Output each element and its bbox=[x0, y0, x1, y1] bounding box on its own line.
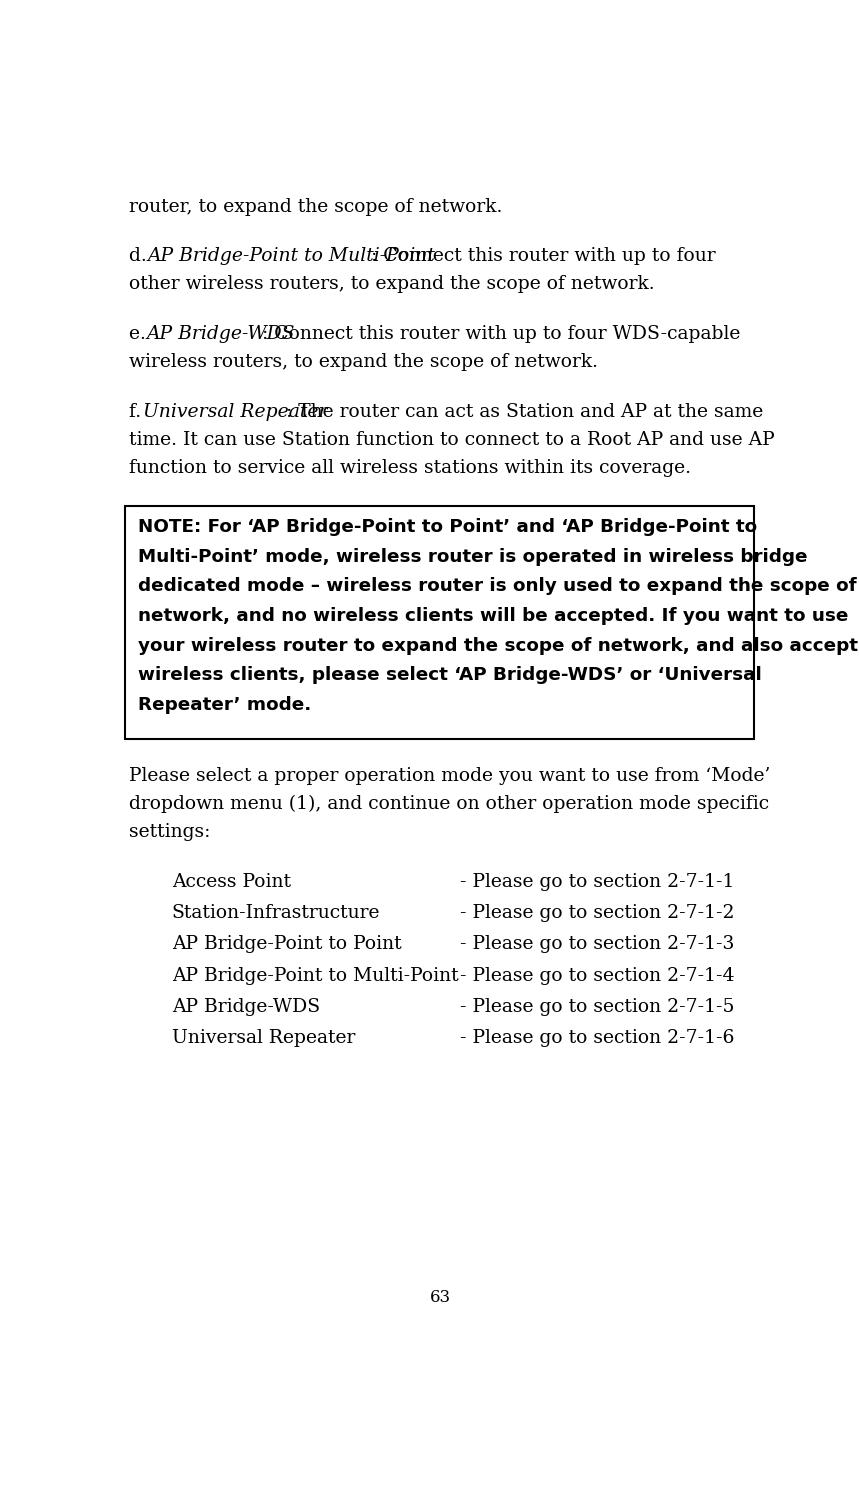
Text: - Please go to section 2-7-1-2: - Please go to section 2-7-1-2 bbox=[460, 904, 734, 922]
Text: - Please go to section 2-7-1-1: - Please go to section 2-7-1-1 bbox=[460, 873, 734, 891]
Text: NOTE: For ‘AP Bridge-Point to Point’ and ‘AP Bridge-Point to: NOTE: For ‘AP Bridge-Point to Point’ and… bbox=[138, 517, 758, 535]
Text: network, and no wireless clients will be accepted. If you want to use: network, and no wireless clients will be… bbox=[138, 607, 849, 625]
Text: time. It can use Station function to connect to a Root AP and use AP: time. It can use Station function to con… bbox=[129, 431, 775, 449]
Text: AP Bridge-WDS: AP Bridge-WDS bbox=[172, 998, 320, 1016]
Text: dedicated mode – wireless router is only used to expand the scope of: dedicated mode – wireless router is only… bbox=[138, 577, 857, 595]
Text: wireless clients, please select ‘AP Bridge-WDS’ or ‘Universal: wireless clients, please select ‘AP Brid… bbox=[138, 666, 762, 684]
Text: router, to expand the scope of network.: router, to expand the scope of network. bbox=[129, 198, 503, 216]
Text: : Connect this router with up to four WDS-capable: : Connect this router with up to four WD… bbox=[262, 326, 740, 343]
Text: - Please go to section 2-7-1-6: - Please go to section 2-7-1-6 bbox=[460, 1029, 734, 1047]
Text: Station-Infrastructure: Station-Infrastructure bbox=[172, 904, 381, 922]
Text: : The router can act as Station and AP at the same: : The router can act as Station and AP a… bbox=[286, 403, 764, 421]
Text: - Please go to section 2-7-1-3: - Please go to section 2-7-1-3 bbox=[460, 935, 734, 953]
Text: wireless routers, to expand the scope of network.: wireless routers, to expand the scope of… bbox=[129, 354, 598, 372]
Text: AP Bridge-Point to Multi-Point: AP Bridge-Point to Multi-Point bbox=[172, 967, 459, 984]
Text: Please select a proper operation mode you want to use from ‘Mode’: Please select a proper operation mode yo… bbox=[129, 767, 771, 785]
Text: AP Bridge-Point to Multi-Point: AP Bridge-Point to Multi-Point bbox=[148, 247, 436, 265]
Text: Multi-Point’ mode, wireless router is operated in wireless bridge: Multi-Point’ mode, wireless router is op… bbox=[138, 547, 807, 565]
Text: Universal Repeater: Universal Repeater bbox=[172, 1029, 355, 1047]
Text: - Please go to section 2-7-1-4: - Please go to section 2-7-1-4 bbox=[460, 967, 734, 984]
Text: dropdown menu (1), and continue on other operation mode specific: dropdown menu (1), and continue on other… bbox=[129, 796, 769, 813]
Text: e.: e. bbox=[129, 326, 152, 343]
Text: Universal Repeater: Universal Repeater bbox=[143, 403, 327, 421]
Text: - Please go to section 2-7-1-5: - Please go to section 2-7-1-5 bbox=[460, 998, 734, 1016]
Text: other wireless routers, to expand the scope of network.: other wireless routers, to expand the sc… bbox=[129, 275, 655, 293]
Text: 63: 63 bbox=[430, 1289, 451, 1307]
Bar bbox=[125, 507, 753, 739]
Text: f.: f. bbox=[129, 403, 147, 421]
Text: function to service all wireless stations within its coverage.: function to service all wireless station… bbox=[129, 459, 691, 477]
Text: settings:: settings: bbox=[129, 824, 210, 842]
Text: d.: d. bbox=[129, 247, 153, 265]
Text: AP Bridge-WDS: AP Bridge-WDS bbox=[147, 326, 295, 343]
Text: Access Point: Access Point bbox=[172, 873, 290, 891]
Text: Repeater’ mode.: Repeater’ mode. bbox=[138, 696, 312, 714]
Text: AP Bridge-Point to Point: AP Bridge-Point to Point bbox=[172, 935, 401, 953]
Text: : Connect this router with up to four: : Connect this router with up to four bbox=[370, 247, 716, 265]
Text: your wireless router to expand the scope of network, and also accept: your wireless router to expand the scope… bbox=[138, 636, 858, 654]
